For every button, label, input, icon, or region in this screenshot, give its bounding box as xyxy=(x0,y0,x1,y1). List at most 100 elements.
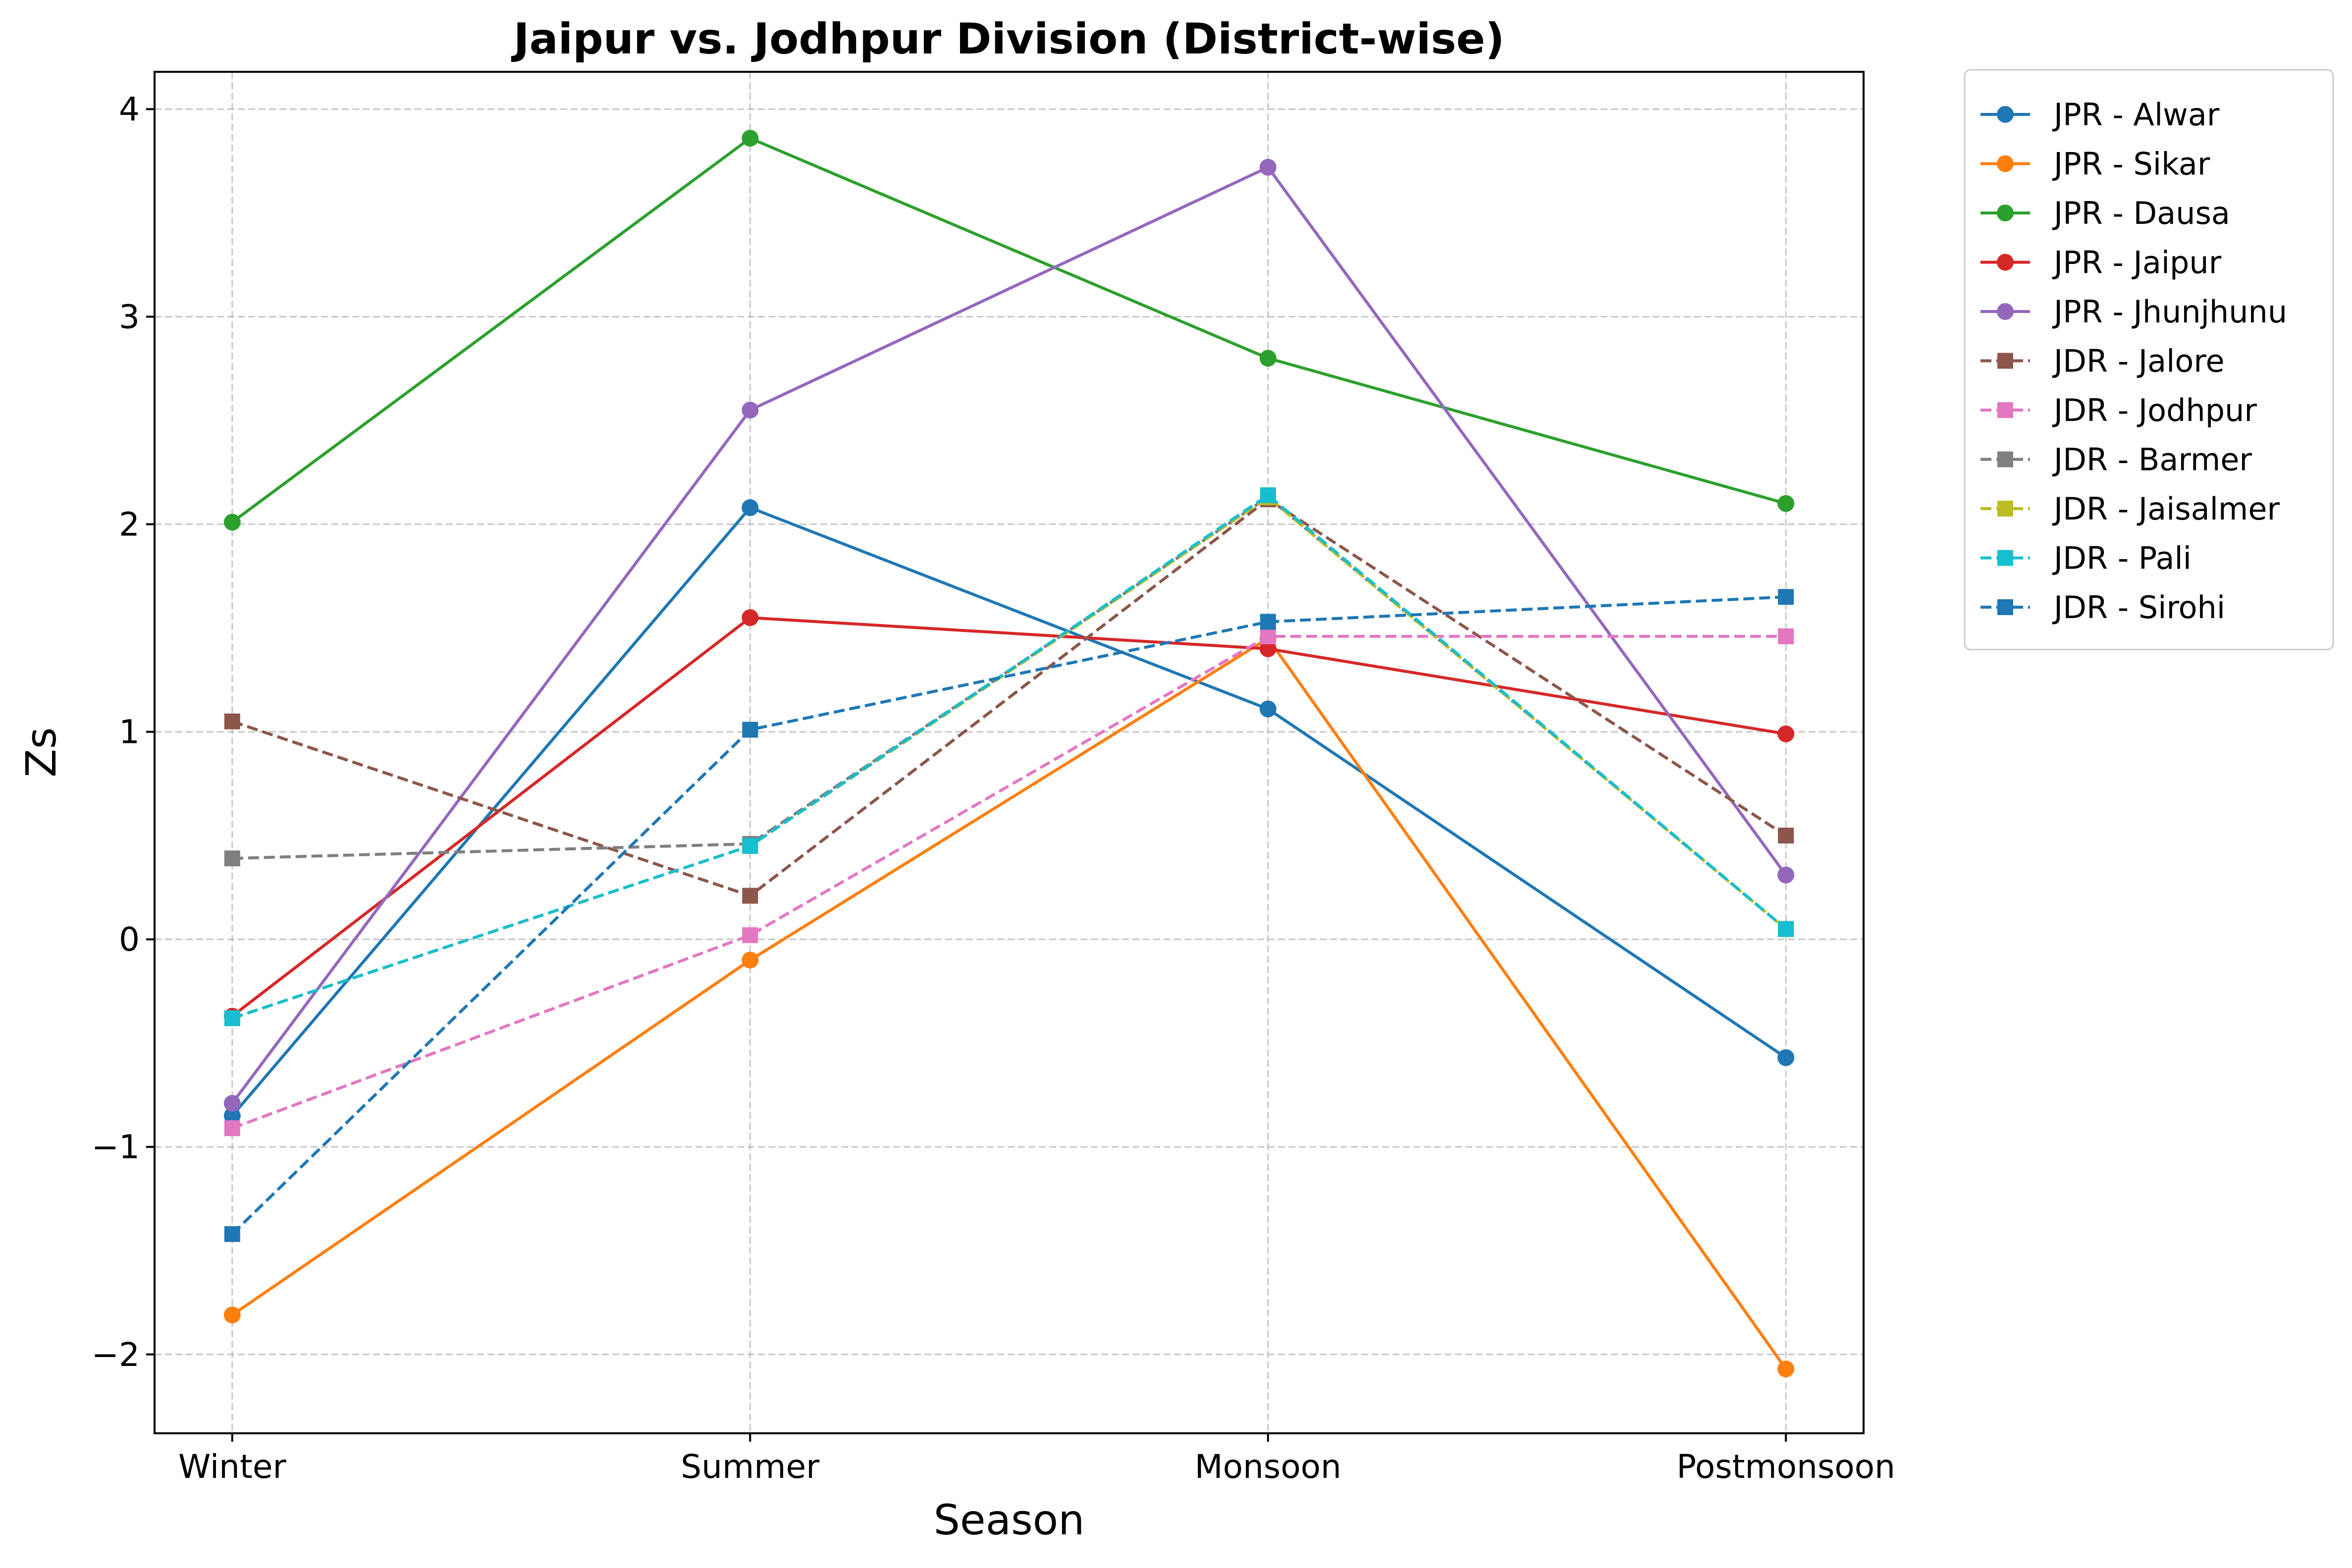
legend-label: JPR - Sikar xyxy=(2052,146,2210,182)
y-tick-label: 2 xyxy=(119,506,140,544)
data-point xyxy=(742,838,758,854)
legend-marker xyxy=(1997,155,2014,172)
data-point xyxy=(1778,828,1794,844)
legend-marker xyxy=(1997,402,2013,418)
series-line xyxy=(231,616,1786,1018)
series-line xyxy=(231,634,1786,1130)
chart-title: Jaipur vs. Jodhpur Division (District-wi… xyxy=(511,14,1505,64)
legend-marker xyxy=(1997,205,2014,221)
legend-marker xyxy=(1997,254,2014,271)
data-point xyxy=(742,402,759,419)
data-point xyxy=(742,951,759,969)
legend-label: JDR - Jaisalmer xyxy=(2052,491,2280,527)
plot-frame xyxy=(154,71,1865,1434)
series-jpr-dausa xyxy=(223,130,1795,531)
legend-marker xyxy=(1997,501,2013,517)
x-tick-label: Postmonsoon xyxy=(1676,1448,1895,1486)
data-point xyxy=(224,850,240,867)
legend-marker xyxy=(1997,353,2013,369)
legend-label: JPR - Jaipur xyxy=(2052,245,2222,281)
data-point xyxy=(223,1107,241,1124)
legend-item: JDR - Jaisalmer xyxy=(1980,491,2280,527)
data-point xyxy=(742,499,759,517)
data-point xyxy=(224,1120,240,1136)
legend: JPR - Alwar JPR - Sikar JPR - Dausa JPR - J… xyxy=(1964,69,2334,650)
data-point xyxy=(742,927,758,943)
legend-label: JDR - Jalore xyxy=(2052,343,2225,379)
y-tick-label: 0 xyxy=(119,921,140,959)
series-jpr-alwar xyxy=(223,499,1795,1124)
legend-label: JDR - Barmer xyxy=(2052,442,2252,478)
series-jdr-sirohi xyxy=(224,589,1794,1242)
x-tick-label: Summer xyxy=(681,1448,820,1486)
y-tick-label: 3 xyxy=(119,298,140,336)
x-axis-label: Season xyxy=(934,1496,1085,1544)
y-tick-label: −1 xyxy=(92,1128,140,1166)
legend-item: JPR - Alwar xyxy=(1980,97,2220,133)
legend-item: JPR - Jhunjhunu xyxy=(1980,294,2287,330)
grid-lines xyxy=(155,72,1864,1433)
y-axis-label: Zs xyxy=(17,727,65,777)
data-point xyxy=(224,1226,240,1242)
legend-label: JDR - Pali xyxy=(2052,540,2192,576)
data-point xyxy=(1260,628,1276,644)
data-point xyxy=(224,713,240,730)
legend-label: JDR - Sirohi xyxy=(2052,589,2225,626)
legend-item: JPR - Jaipur xyxy=(1980,245,2222,281)
axis-ticks: Winter Summer Monsoon Postmonsoon −2 −1 0 1 2 3 4 xyxy=(92,90,1895,1486)
data-point xyxy=(1260,487,1276,503)
y-tick-label: 4 xyxy=(119,90,140,128)
data-point xyxy=(1778,921,1794,937)
data-point xyxy=(1260,614,1276,630)
data-point xyxy=(1259,700,1277,718)
data-point xyxy=(1259,350,1277,367)
data-point xyxy=(223,514,241,531)
legend-item: JDR - Jalore xyxy=(1980,343,2225,379)
series-line xyxy=(231,506,1787,1117)
legend-marker xyxy=(1997,451,2013,468)
series-line xyxy=(231,137,1786,523)
legend-item: JDR - Sirohi xyxy=(1980,589,2225,626)
data-point xyxy=(742,722,758,738)
legend-item: JDR - Pali xyxy=(1980,540,2192,576)
series-line xyxy=(231,165,1787,1104)
legend-label: JPR - Dausa xyxy=(2052,195,2230,231)
data-point xyxy=(1259,158,1277,176)
data-point xyxy=(1777,725,1795,742)
data-point xyxy=(742,888,758,904)
legend-box xyxy=(1964,69,2334,650)
legend-label: JDR - Jodhpur xyxy=(2052,392,2257,428)
series-jdr-jodhpur xyxy=(224,628,1794,1136)
series-line xyxy=(231,498,1787,897)
legend-item: JDR - Barmer xyxy=(1980,442,2252,478)
series-jpr-jhunjhunu xyxy=(223,158,1795,1112)
series-line xyxy=(231,493,1787,1020)
data-point xyxy=(1777,495,1795,512)
data-point xyxy=(1777,1360,1795,1378)
legend-marker xyxy=(1997,550,2013,566)
series-line xyxy=(231,595,1786,1235)
x-tick-label: Winter xyxy=(178,1448,286,1486)
series-line xyxy=(231,637,1787,1370)
data-point xyxy=(1778,628,1794,644)
data-point xyxy=(223,1095,241,1112)
data-point xyxy=(224,1010,240,1026)
legend-marker xyxy=(1997,106,2014,123)
legend-item: JPR - Sikar xyxy=(1980,146,2210,182)
series-jdr-pali xyxy=(224,487,1794,1026)
data-point xyxy=(1778,589,1794,605)
data-point xyxy=(1259,640,1277,657)
data-point xyxy=(1777,1049,1795,1066)
data-point xyxy=(1777,866,1795,884)
series-group xyxy=(223,130,1795,1378)
legend-marker xyxy=(1997,303,2014,320)
x-tick-label: Monsoon xyxy=(1195,1448,1341,1486)
y-tick-label: −2 xyxy=(92,1336,140,1374)
data-point xyxy=(742,130,759,147)
legend-marker xyxy=(1997,599,2013,615)
legend-label: JPR - Jhunjhunu xyxy=(2052,294,2287,330)
legend-item: JDR - Jodhpur xyxy=(1980,392,2257,428)
data-point xyxy=(742,609,759,627)
